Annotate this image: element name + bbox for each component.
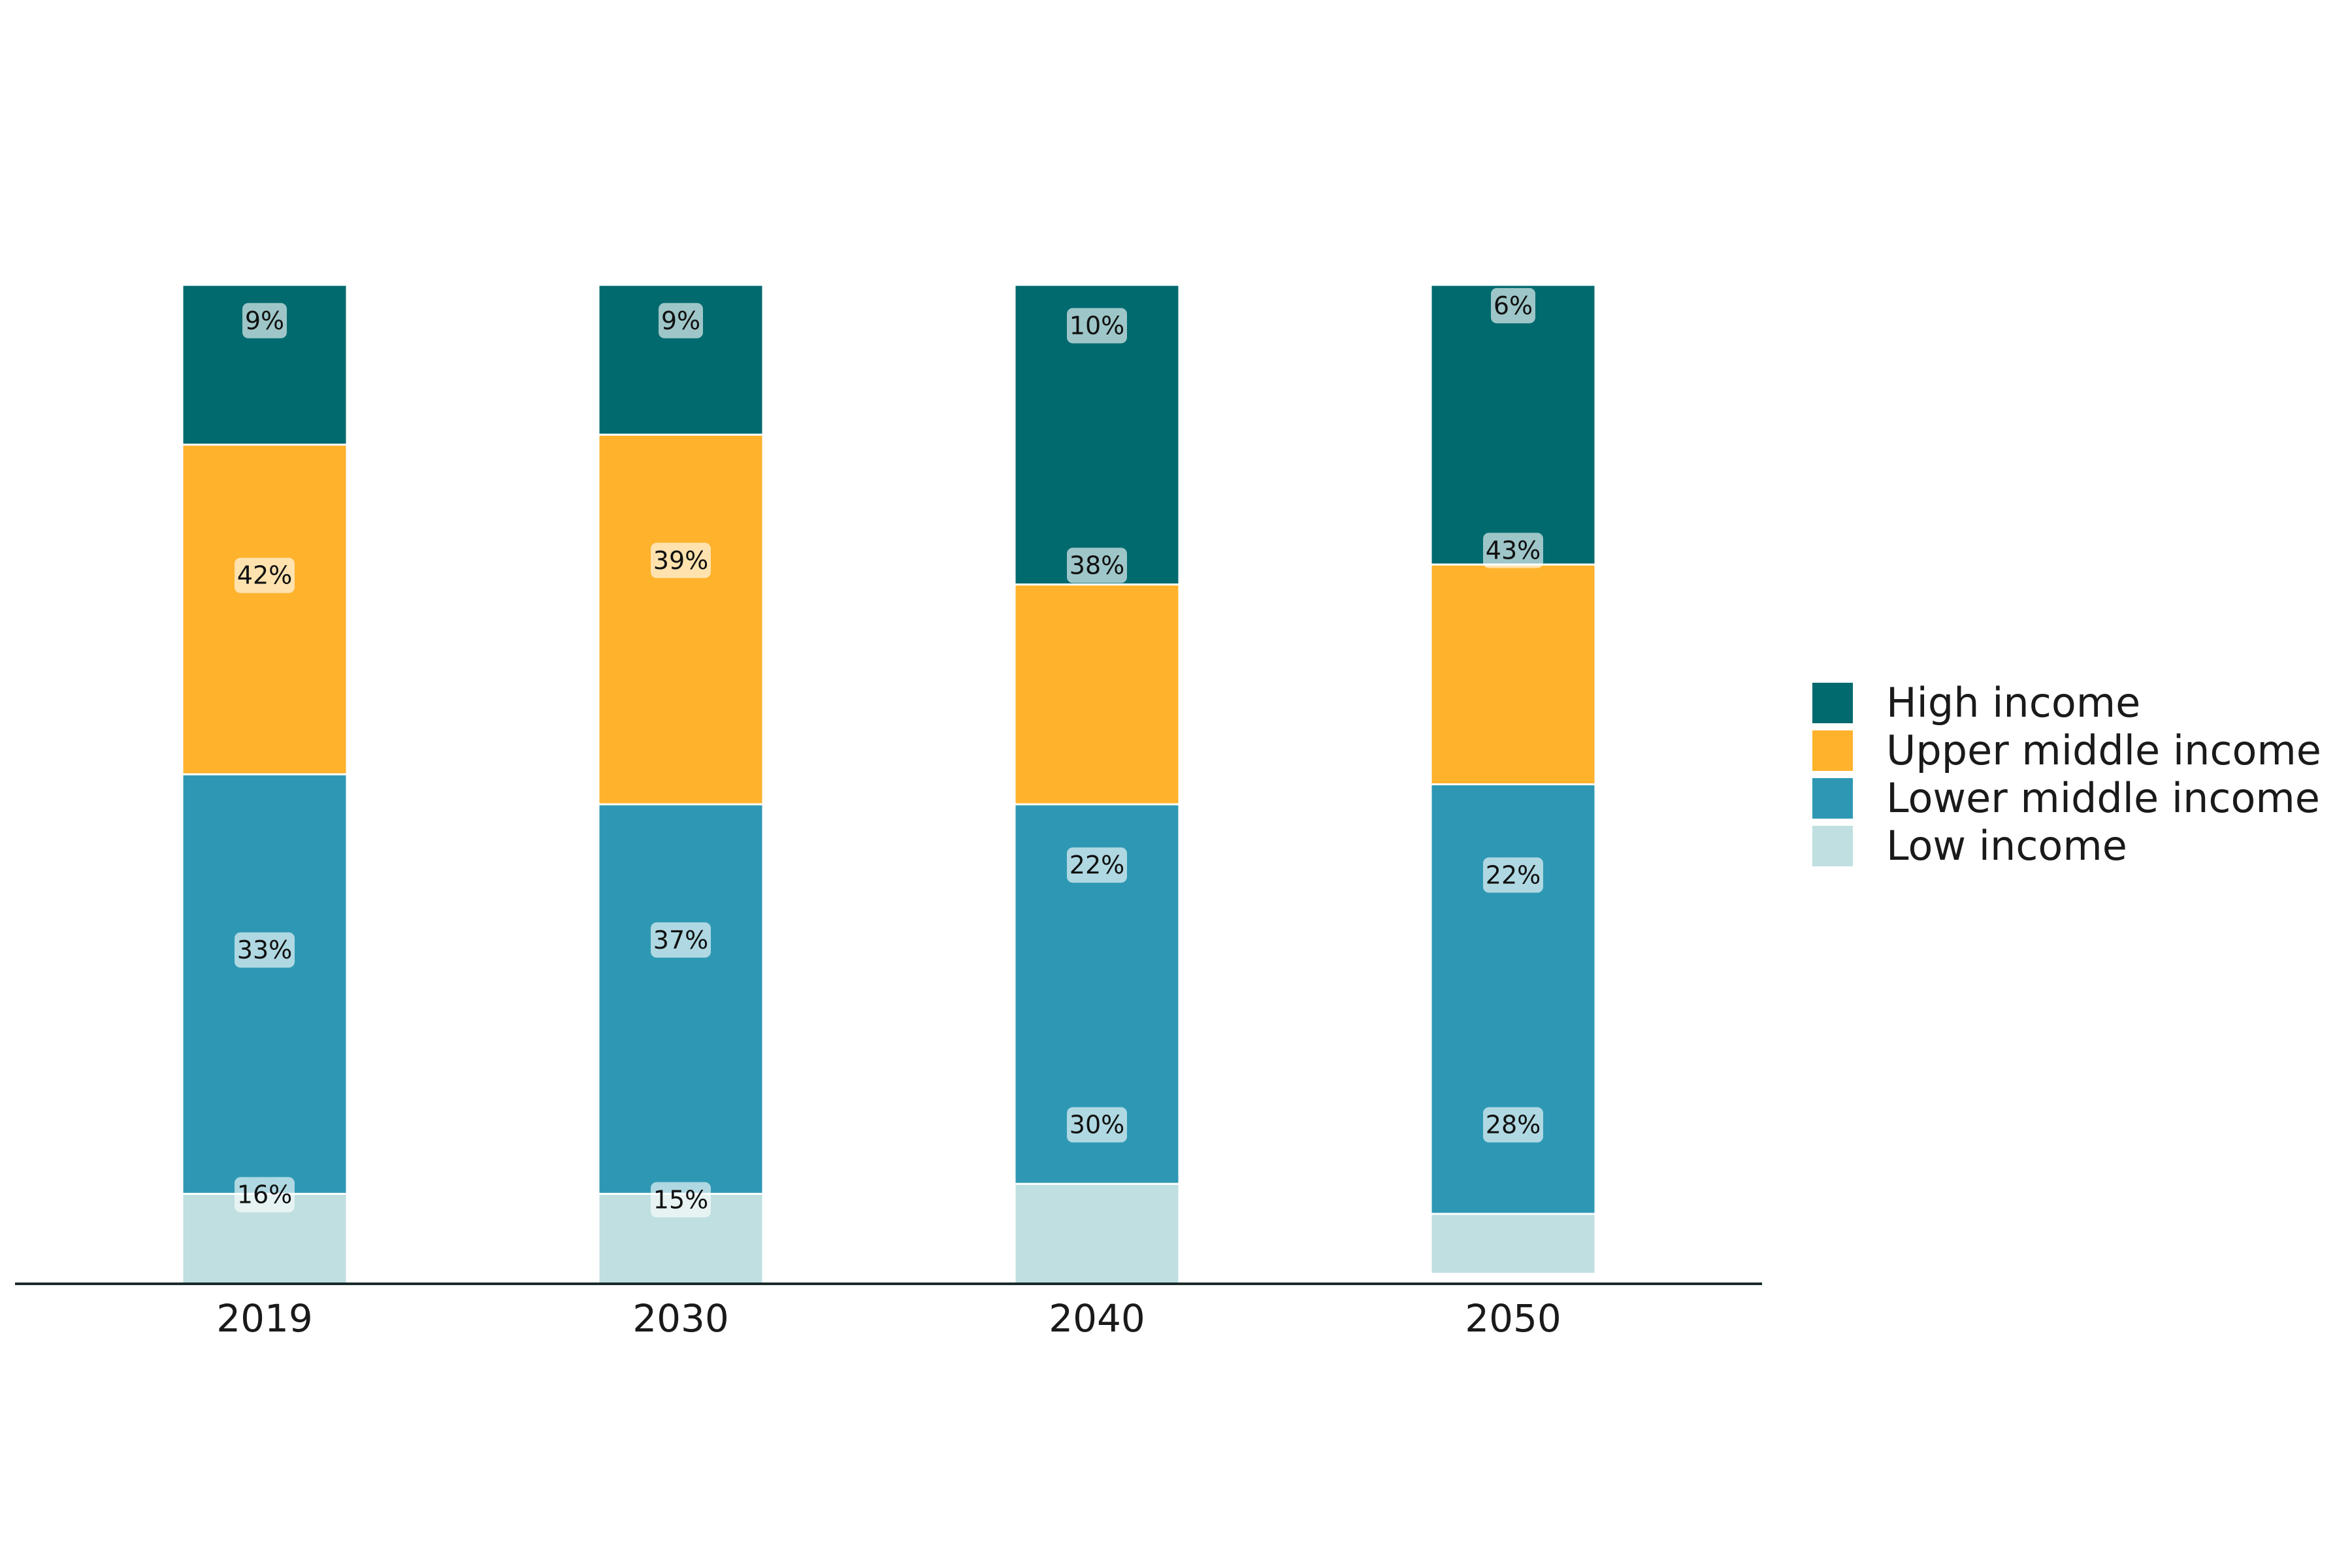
bar-segment-upper-middle-income-2040 <box>1013 583 1181 806</box>
legend-label: Upper middle income <box>1886 727 2321 774</box>
data-label: 10% <box>1070 311 1124 340</box>
data-label: 42% <box>237 561 292 590</box>
data-label: 15% <box>653 1185 708 1214</box>
legend-label: Lower middle income <box>1886 774 2320 822</box>
x-tick-label: 2050 <box>1465 1296 1561 1341</box>
data-labels: 9% 42% 33% 16% 9% 39% 37% 15% 10% 38% 22% 30% 6% 43% 2… <box>235 287 1543 1218</box>
data-label-box <box>235 1177 295 1213</box>
data-label: 9% <box>661 306 700 335</box>
data-label-box <box>1067 1107 1127 1143</box>
data-label-box <box>651 922 711 958</box>
data-label: 33% <box>237 936 292 964</box>
data-label-box <box>1067 547 1127 583</box>
bar-segment-high-income-2050 <box>1429 284 1597 566</box>
bar-segment-low-income-2040 <box>1013 1183 1181 1285</box>
data-label-box <box>1491 287 1535 323</box>
legend-swatch <box>1812 778 1853 819</box>
x-tick-label: 2030 <box>632 1296 729 1341</box>
data-label: 38% <box>1070 551 1124 580</box>
data-label-box <box>651 1182 711 1218</box>
data-label-box <box>1067 847 1127 883</box>
bar-segment-lower-middle-income-2050 <box>1429 783 1597 1215</box>
legend-swatch <box>1812 683 1853 723</box>
bars <box>181 284 1597 1285</box>
bar-segment-low-income-2050 <box>1429 1213 1597 1275</box>
data-label-box <box>1067 308 1127 344</box>
data-label: 39% <box>653 546 708 575</box>
data-label-box <box>1483 1107 1543 1143</box>
data-label-box <box>1483 857 1543 893</box>
data-label-box <box>242 302 287 338</box>
data-label-box <box>235 557 295 593</box>
bar-segment-lower-middle-income-2030 <box>597 803 764 1195</box>
data-label: 22% <box>1486 860 1541 889</box>
legend-label: Low income <box>1886 822 2127 870</box>
data-label-box <box>651 542 711 578</box>
data-label: 30% <box>1070 1111 1124 1139</box>
x-tick-label: 2019 <box>216 1296 313 1341</box>
data-label: 22% <box>1070 851 1124 879</box>
legend-swatch <box>1812 826 1853 866</box>
x-tick-label: 2040 <box>1049 1296 1145 1341</box>
bar-segment-lower-middle-income-2019 <box>181 773 348 1195</box>
data-label-box <box>1483 532 1543 568</box>
x-axis-ticks: 2019 2030 2040 2050 <box>216 1296 1561 1341</box>
data-label: 16% <box>237 1181 292 1209</box>
data-label-box <box>659 302 703 338</box>
data-label: 6% <box>1494 291 1533 320</box>
data-label: 43% <box>1486 536 1541 564</box>
bar-segment-upper-middle-income-2019 <box>181 444 348 776</box>
bar-segment-upper-middle-income-2050 <box>1429 563 1597 785</box>
data-label: 37% <box>653 926 708 955</box>
legend-swatch <box>1812 730 1853 771</box>
data-label: 9% <box>245 306 284 335</box>
bar-segment-upper-middle-income-2030 <box>597 433 764 806</box>
data-label-box <box>235 932 295 968</box>
legend-label: High income <box>1886 679 2140 727</box>
bar-segment-low-income-2030 <box>597 1192 764 1285</box>
data-label: 28% <box>1486 1111 1541 1139</box>
